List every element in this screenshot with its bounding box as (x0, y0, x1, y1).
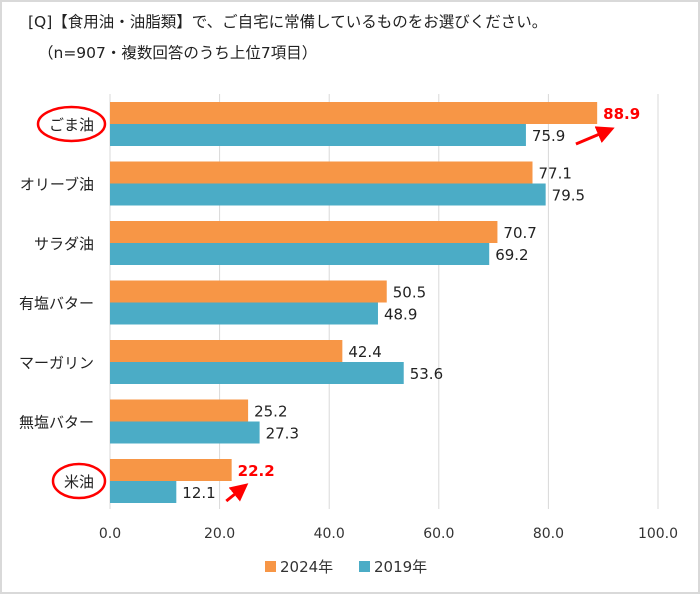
legend-swatch (265, 561, 276, 572)
chart-question-title: [Q]【食用油・油脂類】で、ご自宅に常備しているものをお選びください。 (28, 13, 548, 31)
chart-subtitle: （n=907・複数回答のうち上位7項目） (38, 44, 318, 62)
x-tick-label: 80.0 (533, 526, 564, 542)
data-label: 48.9 (384, 306, 417, 324)
bar-2024 (110, 340, 343, 362)
data-label: 77.1 (539, 165, 572, 183)
legend-label: 2024年 (280, 558, 333, 576)
data-label: 22.2 (238, 462, 275, 480)
category-label: マーガリン (19, 354, 94, 372)
x-tick-label: 100.0 (638, 526, 678, 542)
bar-2019 (110, 421, 260, 444)
data-label: 25.2 (254, 403, 287, 421)
bar-2019 (110, 243, 490, 265)
bar-2024 (110, 459, 232, 481)
data-label: 70.7 (503, 224, 536, 242)
category-label: オリーブ油 (20, 176, 94, 194)
bar-2019 (110, 302, 378, 325)
bar-2019 (110, 481, 177, 503)
category-label: 米油 (64, 473, 94, 491)
data-label: 69.2 (495, 246, 528, 264)
highlight-circle (36, 105, 107, 143)
bar-2019 (110, 362, 404, 384)
category-label: ごま油 (49, 116, 94, 134)
data-label: 27.3 (266, 425, 299, 443)
x-tick-label: 40.0 (314, 526, 345, 542)
bar-2024 (110, 399, 249, 422)
highlight-circle (51, 462, 107, 500)
bar-2024 (110, 102, 598, 124)
x-tick-label: 60.0 (423, 526, 454, 542)
data-label: 12.1 (182, 484, 215, 502)
bar-2019 (110, 183, 546, 206)
bar-2024 (110, 221, 498, 243)
bar-2024 (110, 161, 533, 184)
data-label: 75.9 (532, 127, 565, 145)
bar-2019 (110, 124, 526, 146)
trend-arrow (575, 126, 615, 146)
trend-arrow (225, 483, 249, 503)
data-label: 42.4 (348, 343, 381, 361)
x-tick-label: 20.0 (204, 526, 235, 542)
category-label: 無塩バター (19, 414, 94, 432)
data-label: 88.9 (603, 105, 640, 123)
data-label: 79.5 (552, 187, 585, 205)
legend-label: 2019年 (374, 558, 427, 576)
legend-swatch (359, 561, 370, 572)
x-tick-label: 0.0 (99, 526, 121, 542)
category-label: サラダ油 (34, 235, 94, 253)
category-label: 有塩バター (19, 295, 94, 313)
data-label: 53.6 (410, 365, 443, 383)
data-label: 50.5 (393, 284, 426, 302)
bar-2024 (110, 280, 387, 303)
